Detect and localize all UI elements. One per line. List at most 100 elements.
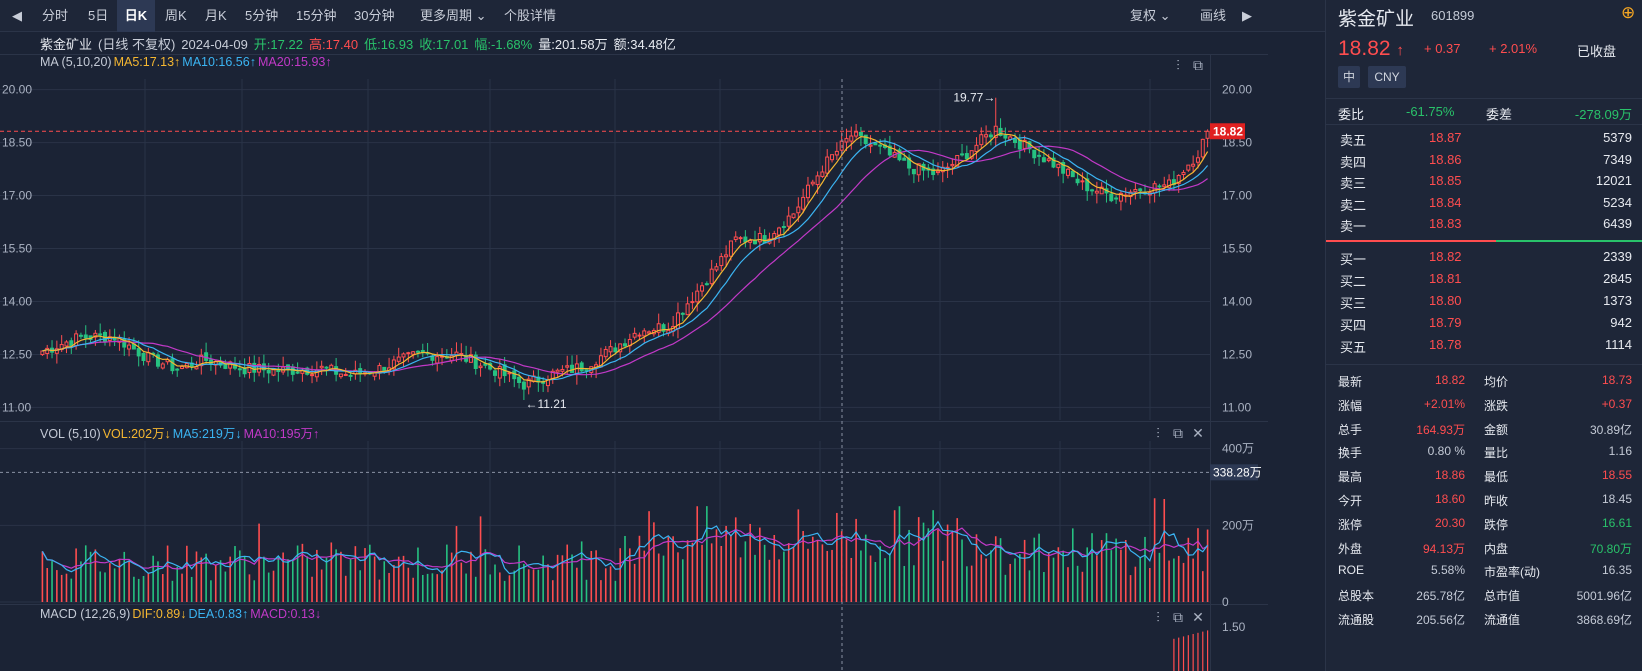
candle-body [887, 145, 892, 156]
candle-body [907, 157, 912, 169]
ask-level-volume: 5379 [1603, 130, 1632, 145]
stat-label: 均价 [1484, 375, 1509, 389]
candle-body [266, 369, 271, 374]
switch-icon[interactable]: ⧉ [1193, 57, 1203, 73]
tab-30min[interactable]: 30分钟 [354, 8, 395, 23]
candle-body [964, 153, 969, 160]
period-toolbar: ◀ 分时 5日 日K 周K 月K 5分钟 15分钟 30分钟 更多周期 ⌄ 个股… [0, 0, 1325, 32]
tab-fenshi[interactable]: 分时 [42, 8, 69, 23]
candle-body [897, 149, 902, 161]
macd-legend: MACD (12,26,9) DIF:0.89↓ DEA:0.83↑ MACD:0.1… [40, 607, 323, 625]
candle-body [998, 127, 1003, 136]
stat-label: 市盈率(动) [1484, 565, 1540, 580]
tab-5day[interactable]: 5日 [88, 8, 109, 23]
tab-monthly-k[interactable]: 月K [205, 8, 227, 23]
candle-body [512, 370, 517, 380]
add-watchlist-icon[interactable]: ⊕ [1621, 3, 1636, 22]
stat-value: 18.82 [1434, 373, 1465, 387]
stat-label: 跌停 [1484, 517, 1509, 532]
prev-arrow-icon[interactable]: ◀ [12, 8, 22, 23]
candle-body [83, 334, 88, 339]
candle-body [584, 369, 589, 372]
candle-body [276, 370, 281, 373]
ask-level-price: 18.84 [1429, 194, 1462, 210]
candle-body [911, 168, 916, 175]
candle-body [993, 125, 998, 138]
tab-stock-detail[interactable]: 个股详情 [504, 8, 557, 23]
candle-body [969, 150, 974, 159]
ask-level-volume: 7349 [1603, 151, 1632, 167]
candle-body [613, 347, 618, 353]
ask-level-price: 18.83 [1429, 216, 1462, 231]
candle-body [64, 341, 69, 347]
candle-body [1022, 139, 1027, 149]
candle-body [478, 365, 483, 369]
vol-ref-tag [1210, 464, 1258, 481]
buy-sell-ratio-bar [1326, 240, 1496, 242]
switch-icon[interactable]: ⧉ [1173, 425, 1183, 441]
candle-body [295, 371, 300, 374]
stat-value: +0.37 [1601, 396, 1632, 411]
tab-weekly-k[interactable]: 周K [165, 8, 187, 23]
candle-body [1085, 178, 1090, 192]
more-periods-dropdown[interactable]: 更多周期 ⌄ [420, 0, 487, 32]
info-volume: 量:201.58万 [538, 37, 608, 52]
ask-level-label: 卖四 [1340, 154, 1367, 170]
candle-body [1138, 188, 1143, 192]
stat-value: 5001.96亿 [1576, 589, 1632, 604]
candle-body [849, 135, 854, 142]
stat-value: 18.73 [1601, 373, 1632, 387]
fuquan-dropdown[interactable]: 复权 ⌄ [1130, 0, 1171, 32]
next-arrow-icon[interactable]: ▶ [1242, 8, 1252, 23]
close-icon[interactable]: ✕ [1192, 425, 1204, 441]
candle-body [1200, 138, 1205, 158]
ask-level-price: 18.86 [1429, 151, 1462, 167]
macd-tick: 1.50 [1222, 620, 1246, 634]
candle-body [873, 142, 878, 146]
info-low: 低:16.93 [364, 37, 414, 52]
candle-body [984, 134, 989, 138]
settings-sliders-icon[interactable]: ⫶ [1156, 425, 1160, 441]
settings-sliders-icon[interactable]: ⫶ [1176, 57, 1180, 73]
candle-body [1037, 154, 1042, 157]
bid-level-volume: 1373 [1603, 293, 1632, 308]
weibi-label: 委比 [1338, 107, 1365, 122]
draw-button[interactable]: 画线 [1200, 8, 1227, 23]
vol-ma5-value: MA5:219万↓ [172, 427, 242, 441]
candle-body [858, 131, 863, 136]
price-tick-left: 14.00 [2, 294, 32, 308]
stock-code: 601899 [1431, 8, 1475, 23]
candle-body [127, 344, 132, 350]
tab-15min[interactable]: 15分钟 [296, 8, 337, 23]
price-tick-right: 15.50 [1222, 242, 1252, 256]
candle-body [642, 330, 647, 337]
candle-body [180, 365, 185, 369]
candle-body [623, 343, 627, 347]
tab-daily-k[interactable]: 日K [117, 0, 155, 32]
tag-cny[interactable]: CNY [1368, 66, 1406, 88]
price-tick-right: 17.00 [1222, 189, 1252, 203]
tab-5min[interactable]: 5分钟 [245, 8, 279, 23]
settings-sliders-icon[interactable]: ⫶ [1156, 609, 1160, 625]
ask-level-volume: 6439 [1603, 216, 1632, 231]
candle-body [391, 359, 396, 370]
close-icon[interactable]: ✕ [1192, 609, 1204, 625]
candle-body [719, 256, 724, 266]
candle-body [1003, 134, 1008, 139]
candle-body [931, 168, 936, 176]
candle-body [695, 290, 700, 303]
market-status: 已收盘 [1577, 44, 1617, 59]
quote-info-line: 紫金矿业 (日线 不复权) 2024-04-09 开:17.22 高:17.40 低:16… [40, 34, 682, 54]
candle-body [974, 144, 979, 152]
bid-level-volume: 2845 [1603, 271, 1632, 286]
candle-body [175, 368, 180, 371]
info-amount: 额:34.48亿 [613, 37, 676, 52]
candle-body [319, 365, 324, 369]
stat-label: 涨幅 [1338, 398, 1363, 413]
candle-body [955, 154, 960, 167]
tag-zhong[interactable]: 中 [1338, 66, 1360, 88]
bid-level-price: 18.81 [1429, 271, 1462, 286]
switch-icon[interactable]: ⧉ [1173, 609, 1183, 625]
stat-label: 昨收 [1484, 494, 1509, 508]
